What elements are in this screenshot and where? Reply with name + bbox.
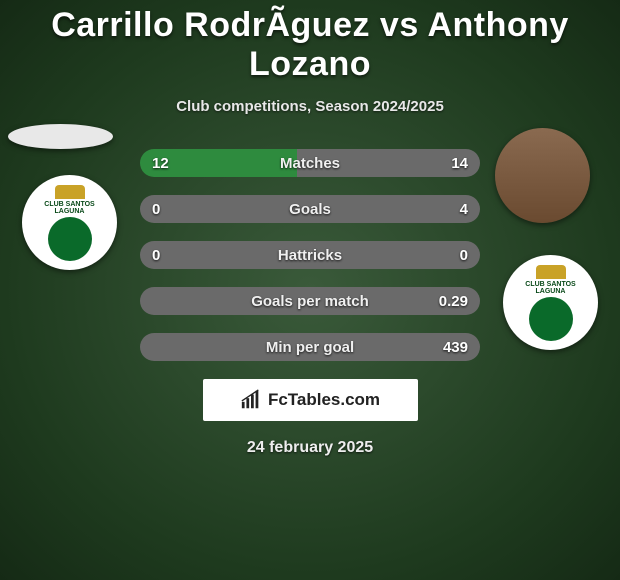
stat-label: Hattricks — [140, 241, 480, 269]
date-text: 24 february 2025 — [0, 439, 620, 457]
stat-label: Goals — [140, 195, 480, 223]
stat-label: Matches — [140, 149, 480, 177]
ball-icon — [529, 297, 573, 341]
crown-icon — [55, 185, 85, 199]
ball-icon — [48, 217, 92, 261]
stat-row: 1214Matches — [140, 149, 480, 177]
club-name-text: CLUB SANTOS LAGUNA — [30, 201, 109, 215]
watermark: FcTables.com — [203, 379, 418, 421]
player1-photo — [8, 124, 113, 149]
page-title: Carrillo RodrÃ­guez vs Anthony Lozano — [0, 0, 620, 84]
stats-container: 1214Matches 04Goals 00Hattricks 0.29Goals p… — [140, 149, 480, 361]
club-name-text: CLUB SANTOS LAGUNA — [511, 281, 590, 295]
player1-club-badge: CLUB SANTOS LAGUNA — [22, 175, 117, 270]
stat-row: 04Goals — [140, 195, 480, 223]
crown-icon — [536, 265, 566, 279]
stat-row: 0.29Goals per match — [140, 287, 480, 315]
stat-row: 00Hattricks — [140, 241, 480, 269]
subtitle: Club competitions, Season 2024/2025 — [0, 98, 620, 115]
stat-label: Goals per match — [140, 287, 480, 315]
player2-club-badge: CLUB SANTOS LAGUNA — [503, 255, 598, 350]
stat-row: 439Min per goal — [140, 333, 480, 361]
player2-photo — [495, 128, 590, 223]
watermark-text: FcTables.com — [268, 390, 380, 410]
stat-label: Min per goal — [140, 333, 480, 361]
bar-chart-icon — [240, 389, 262, 411]
